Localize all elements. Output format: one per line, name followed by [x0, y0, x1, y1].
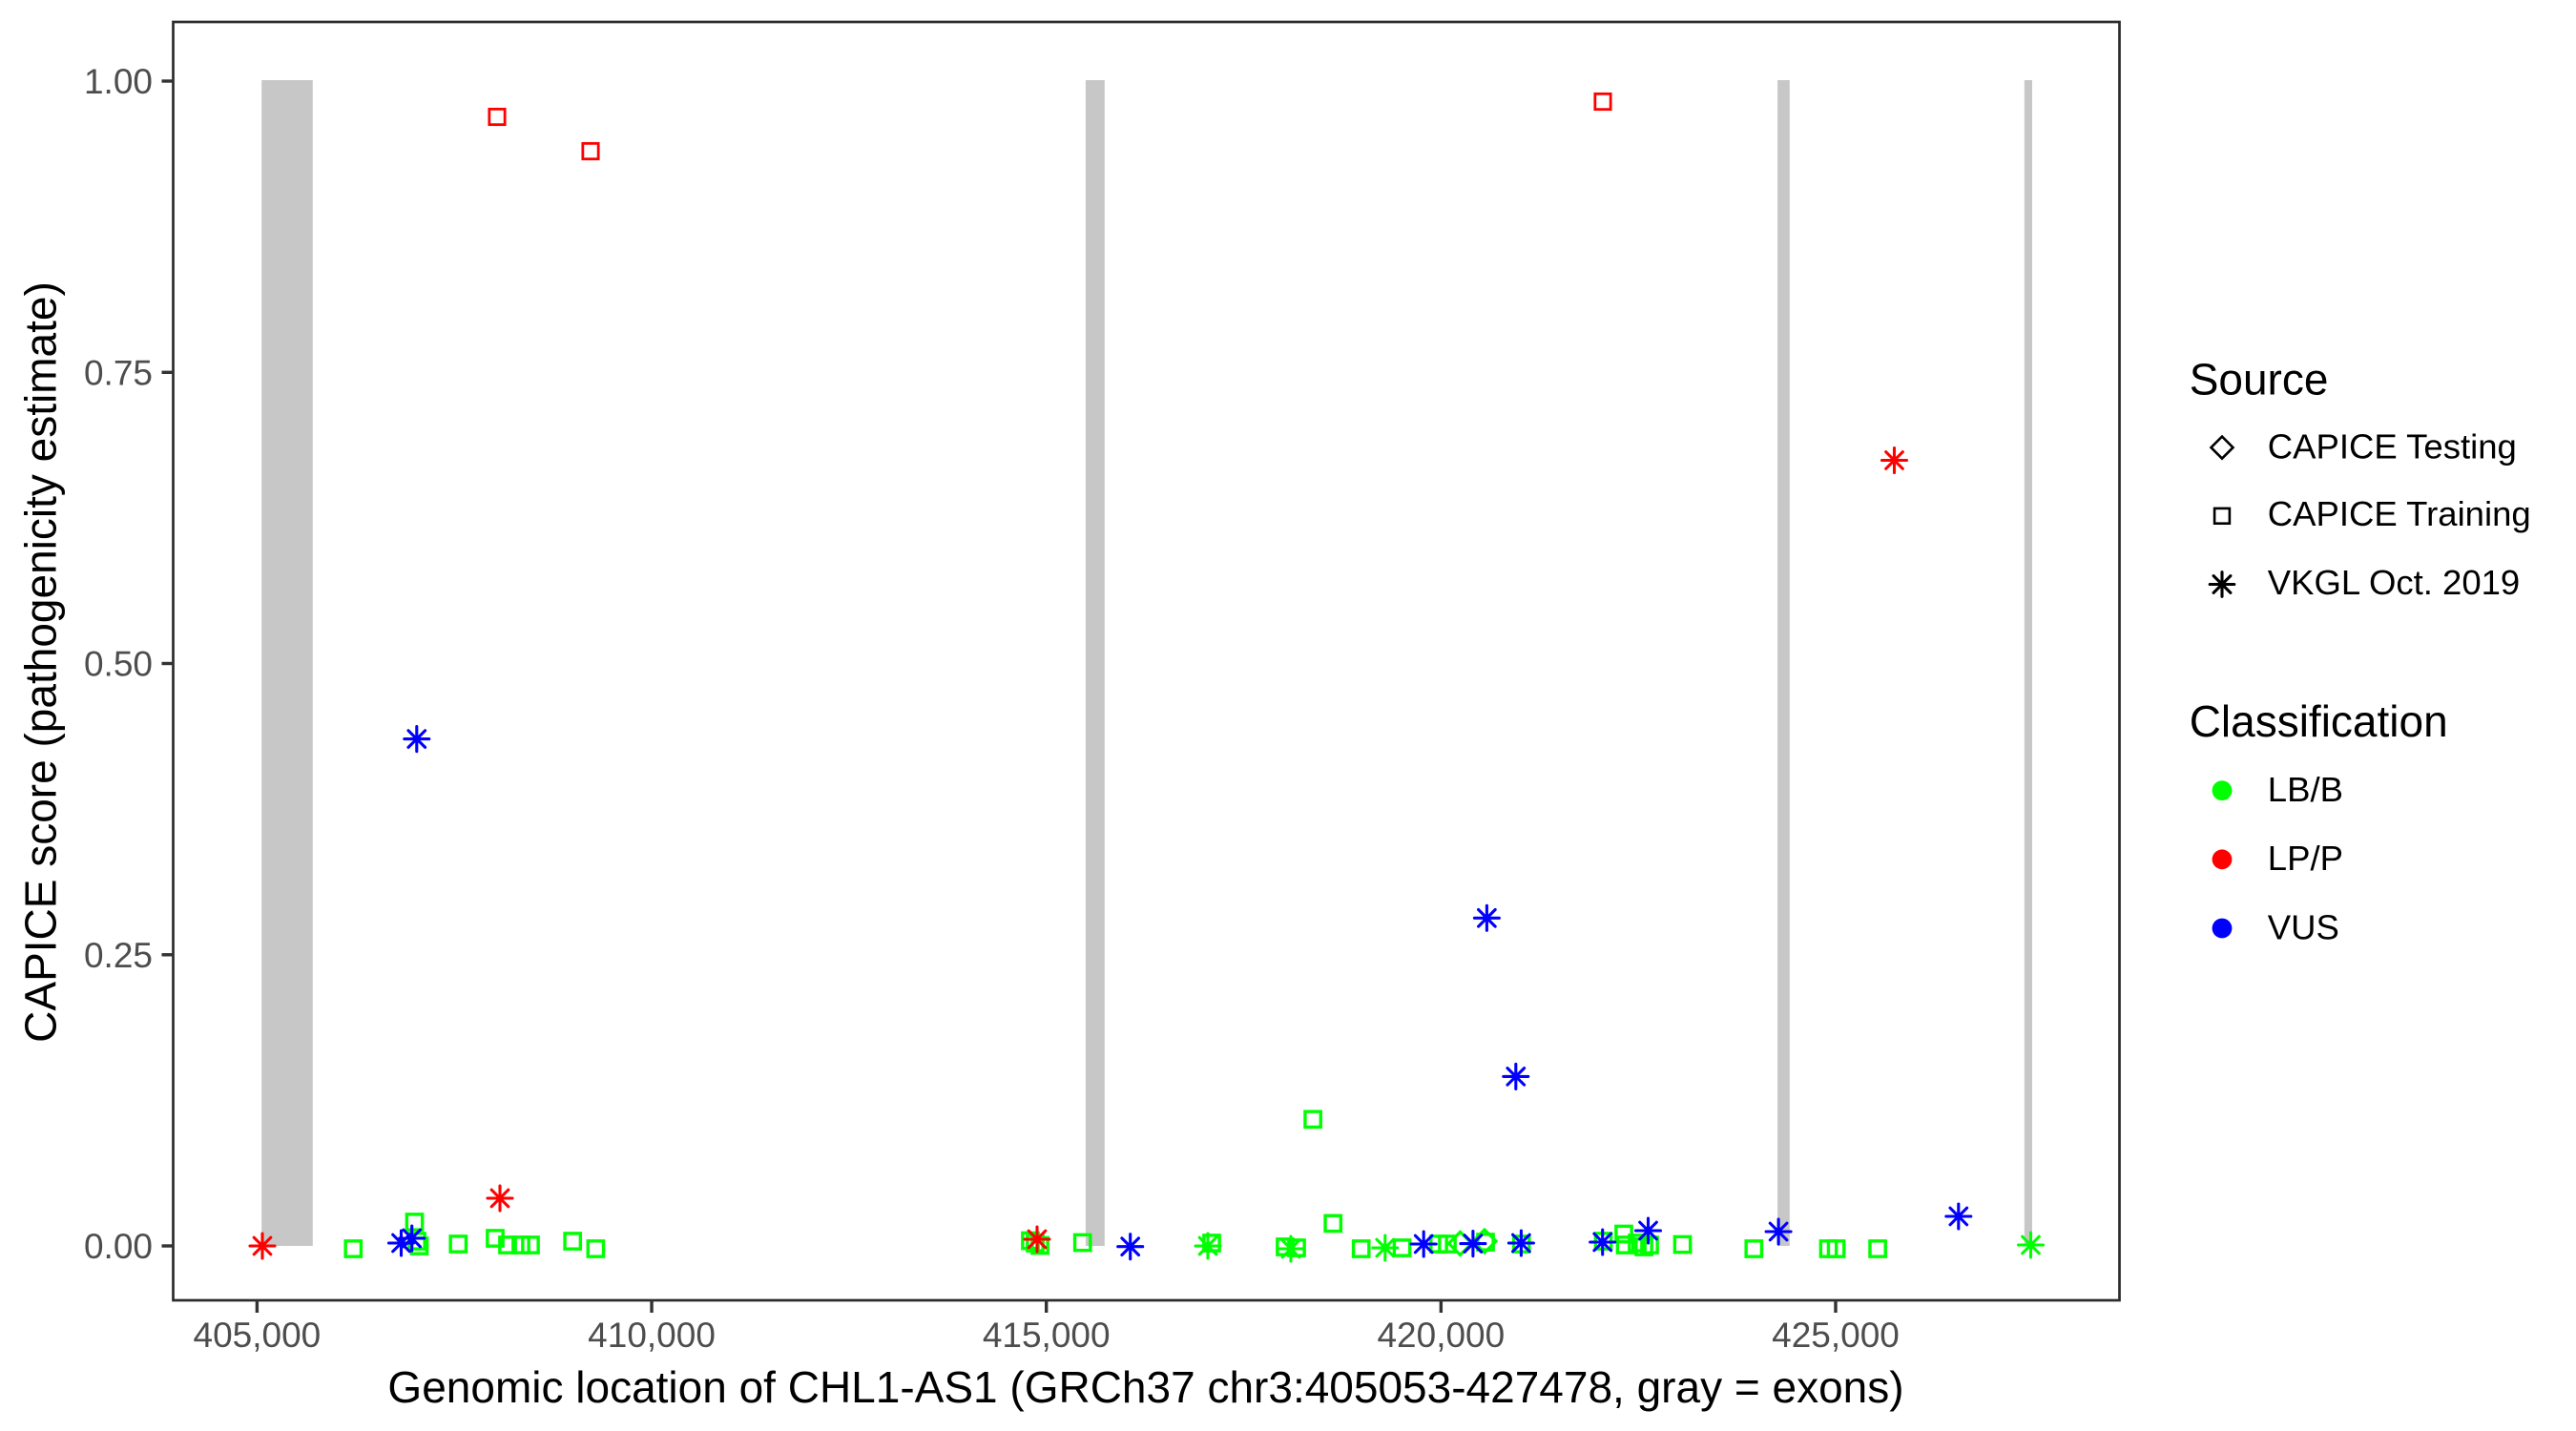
- svg-text:1.00: 1.00: [84, 62, 153, 101]
- svg-text:0.00: 0.00: [84, 1227, 153, 1266]
- svg-text:LP/P: LP/P: [2268, 839, 2343, 878]
- svg-text:Source: Source: [2190, 354, 2329, 404]
- svg-text:410,000: 410,000: [588, 1316, 716, 1355]
- svg-text:CAPICE Training: CAPICE Training: [2268, 494, 2531, 533]
- svg-text:Genomic location of CHL1-AS1 (: Genomic location of CHL1-AS1 (GRCh37 chr…: [387, 1362, 1903, 1412]
- svg-text:420,000: 420,000: [1377, 1316, 1505, 1355]
- svg-text:VKGL Oct. 2019: VKGL Oct. 2019: [2268, 563, 2520, 602]
- svg-text:CAPICE score (pathogenicity es: CAPICE score (pathogenicity estimate): [16, 281, 66, 1043]
- svg-text:LB/B: LB/B: [2268, 770, 2343, 809]
- svg-text:VUS: VUS: [2268, 907, 2339, 946]
- svg-text:405,000: 405,000: [194, 1316, 322, 1355]
- svg-text:425,000: 425,000: [1772, 1316, 1900, 1355]
- svg-text:Classification: Classification: [2190, 696, 2448, 746]
- svg-text:0.25: 0.25: [84, 936, 153, 975]
- svg-text:415,000: 415,000: [983, 1316, 1111, 1355]
- svg-text:0.75: 0.75: [84, 354, 153, 393]
- svg-text:CAPICE Testing: CAPICE Testing: [2268, 426, 2517, 466]
- svg-text:0.50: 0.50: [84, 645, 153, 684]
